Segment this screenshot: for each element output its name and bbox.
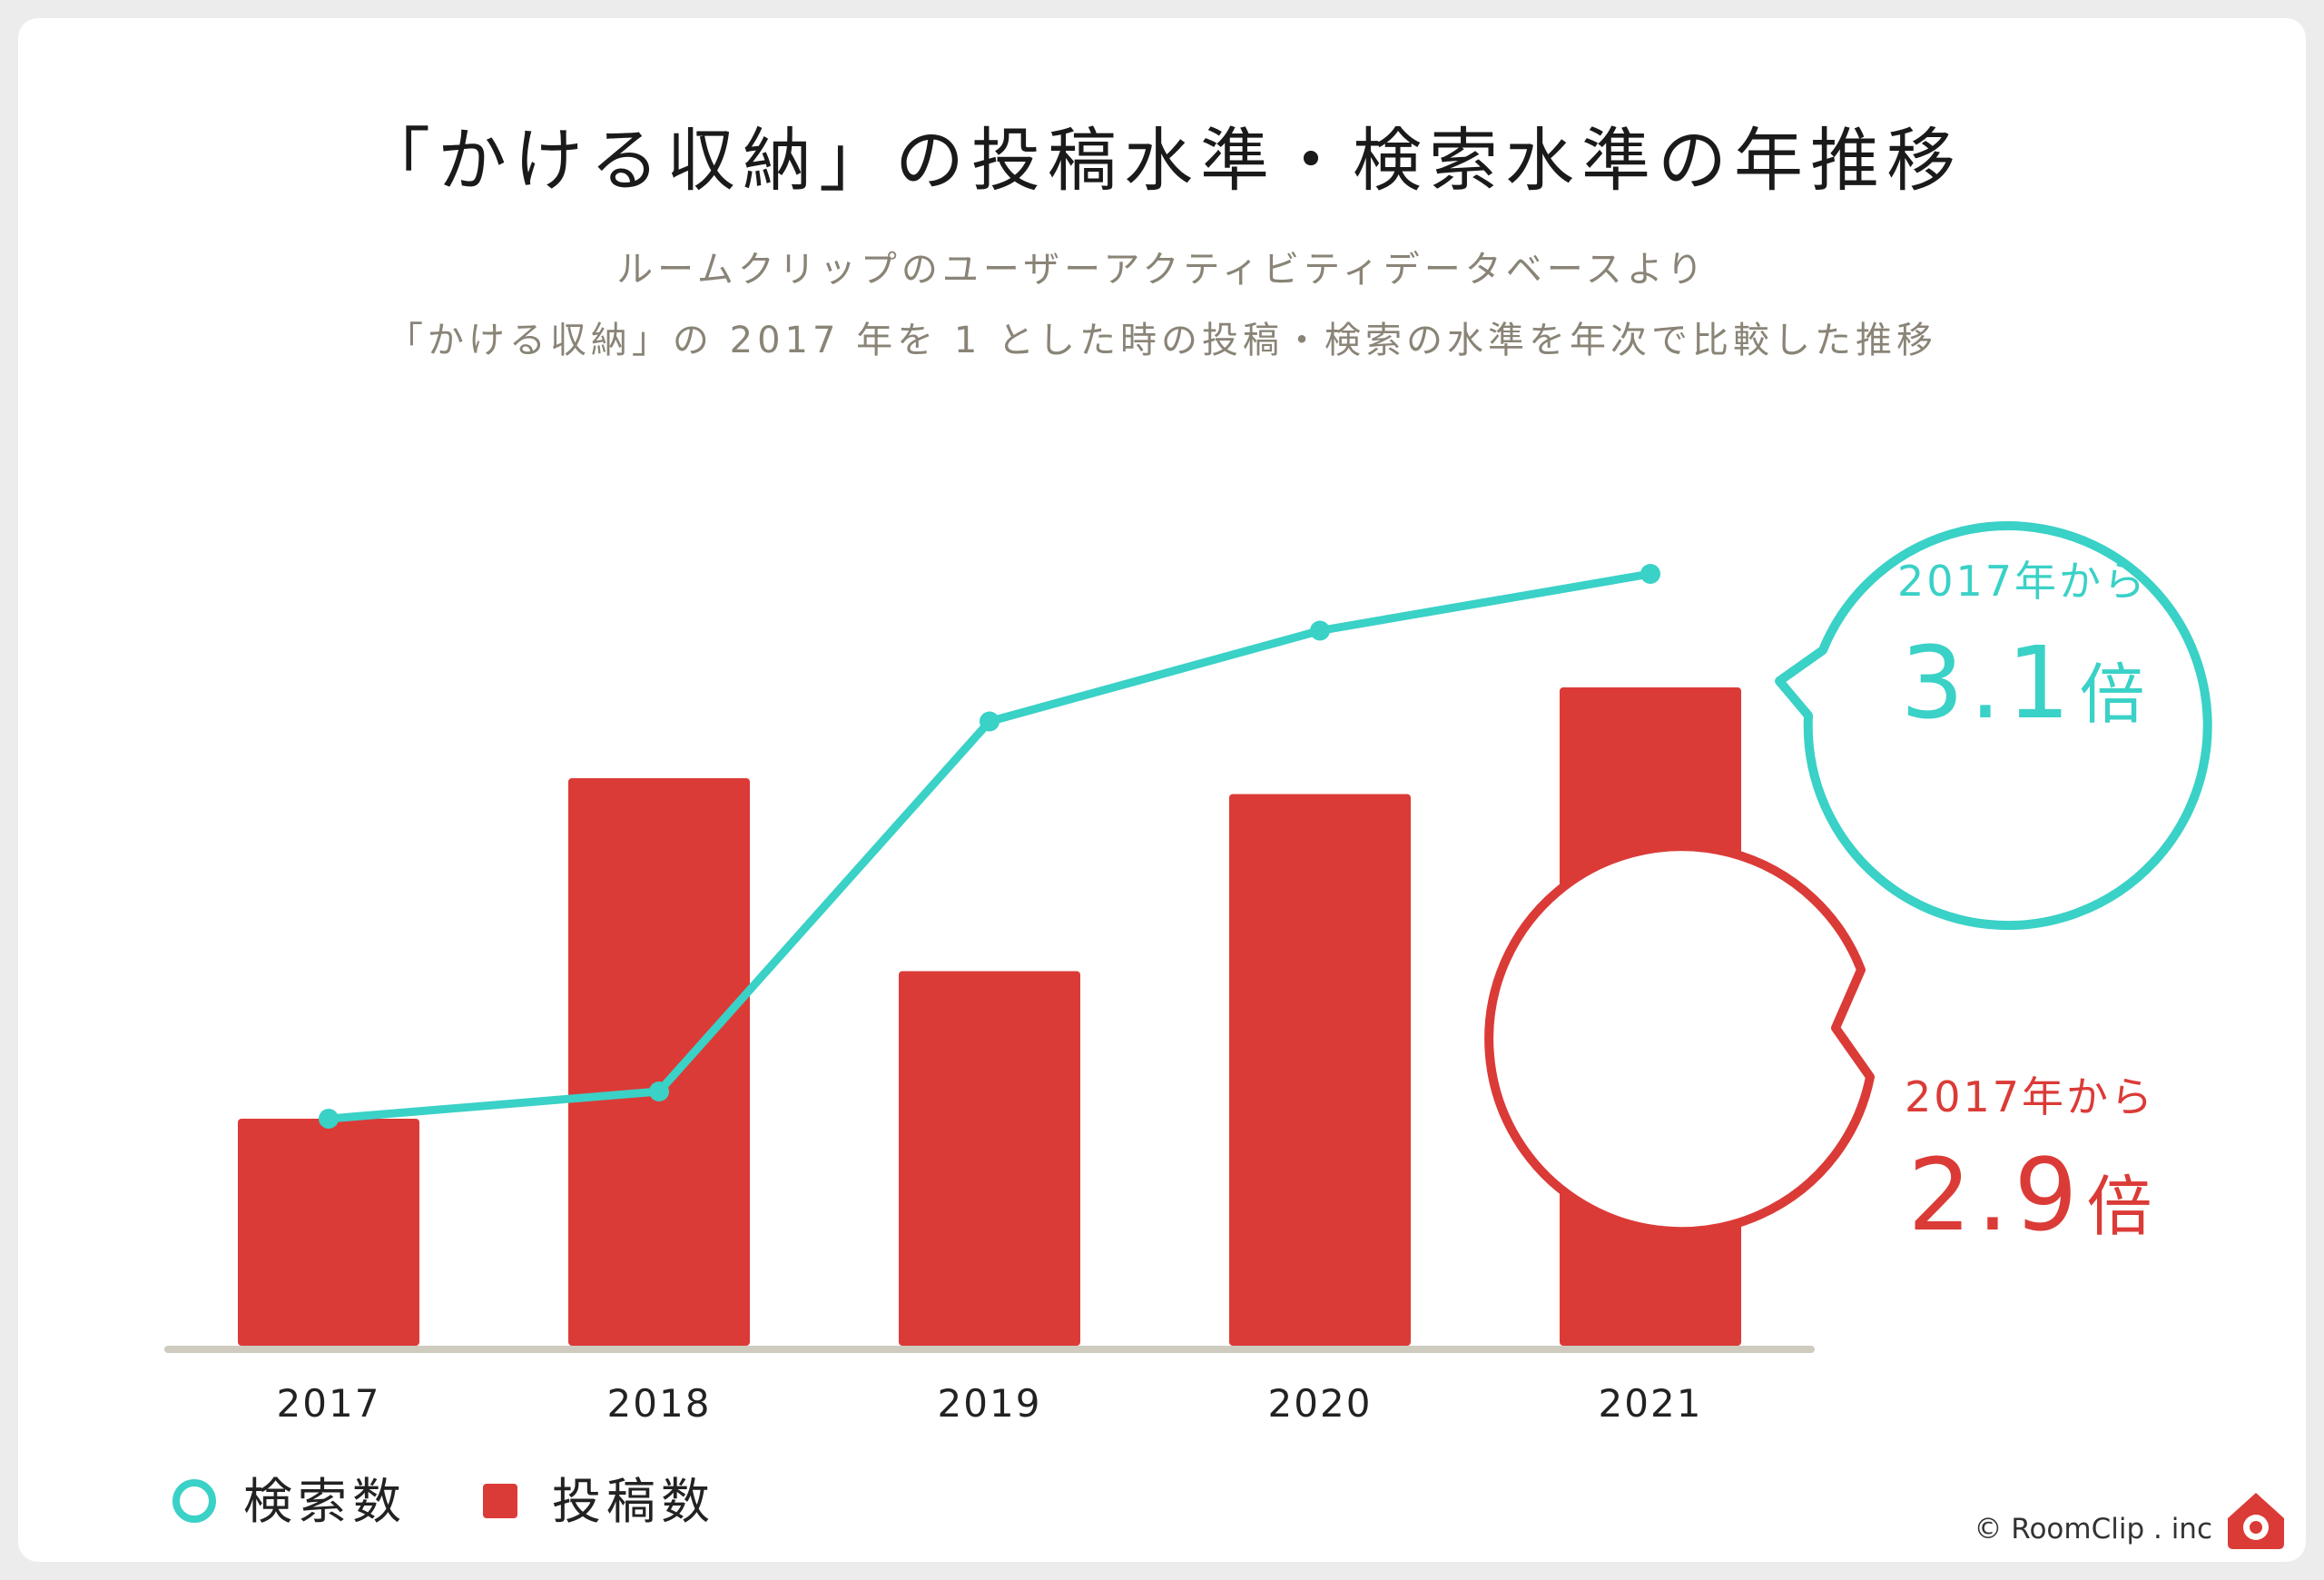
callout-search-value: 3.1: [1901, 625, 2076, 741]
callout-posts-unit: 倍: [2086, 1169, 2152, 1245]
x-tick-label: 2018: [607, 1381, 712, 1426]
subtitle-line-2: 「かける収納」の 2017 年を 1 とした時の投稿・検索の水準を年次で比較した…: [387, 320, 1937, 361]
callout-posts-value: 2.9: [1908, 1137, 2083, 1253]
subtitle-line-1: ルームクリップのユーザーアクティビティデータベースより: [616, 249, 1708, 291]
search-point-2017: [319, 1109, 339, 1129]
callout-search: 2017年から 3.1倍: [1775, 521, 2212, 931]
callout-search-multiplier: 3.1倍: [1901, 625, 2145, 741]
legend-search-marker: [172, 1479, 216, 1523]
x-axis-ticks: 2017 2018 2019 2020 2021: [277, 1381, 1703, 1426]
callout-search-bubble: [1775, 521, 2212, 931]
x-tick-label: 2021: [1599, 1381, 1703, 1426]
chart-title: 「かける収納」の投稿水準・検索水準の年推移: [361, 120, 1963, 201]
line-series-search: [319, 564, 1660, 1129]
callout-posts: 2017年から 2.9倍: [1484, 842, 2155, 1253]
search-point-2019: [980, 711, 1000, 732]
x-tick-label: 2017: [277, 1381, 381, 1426]
bar-2018: [568, 778, 750, 1346]
bar-2020: [1229, 794, 1411, 1346]
callout-posts-multiplier: 2.9倍: [1908, 1137, 2152, 1253]
x-tick-label: 2020: [1268, 1381, 1373, 1426]
callout-posts-bubble: [1484, 842, 1875, 1237]
bar-2017: [238, 1119, 419, 1346]
callout-search-unit: 倍: [2079, 657, 2144, 733]
callout-search-prefix: 2017年から: [1897, 557, 2148, 606]
search-point-2018: [649, 1081, 669, 1101]
legend: 検索数 投稿数: [172, 1473, 715, 1530]
callout-posts-prefix: 2017年から: [1905, 1072, 2155, 1121]
legend-search-label: 検索数: [243, 1473, 407, 1530]
legend-posts-label: 投稿数: [552, 1473, 715, 1530]
search-point-2020: [1310, 620, 1330, 641]
roomclip-house-icon: [2228, 1493, 2284, 1549]
copyright: © RoomClip . inc: [1974, 1513, 2212, 1545]
x-tick-label: 2019: [938, 1381, 1042, 1426]
search-point-2021: [1640, 564, 1660, 584]
legend-posts-marker: [483, 1484, 517, 1518]
bar-2019: [899, 971, 1080, 1346]
